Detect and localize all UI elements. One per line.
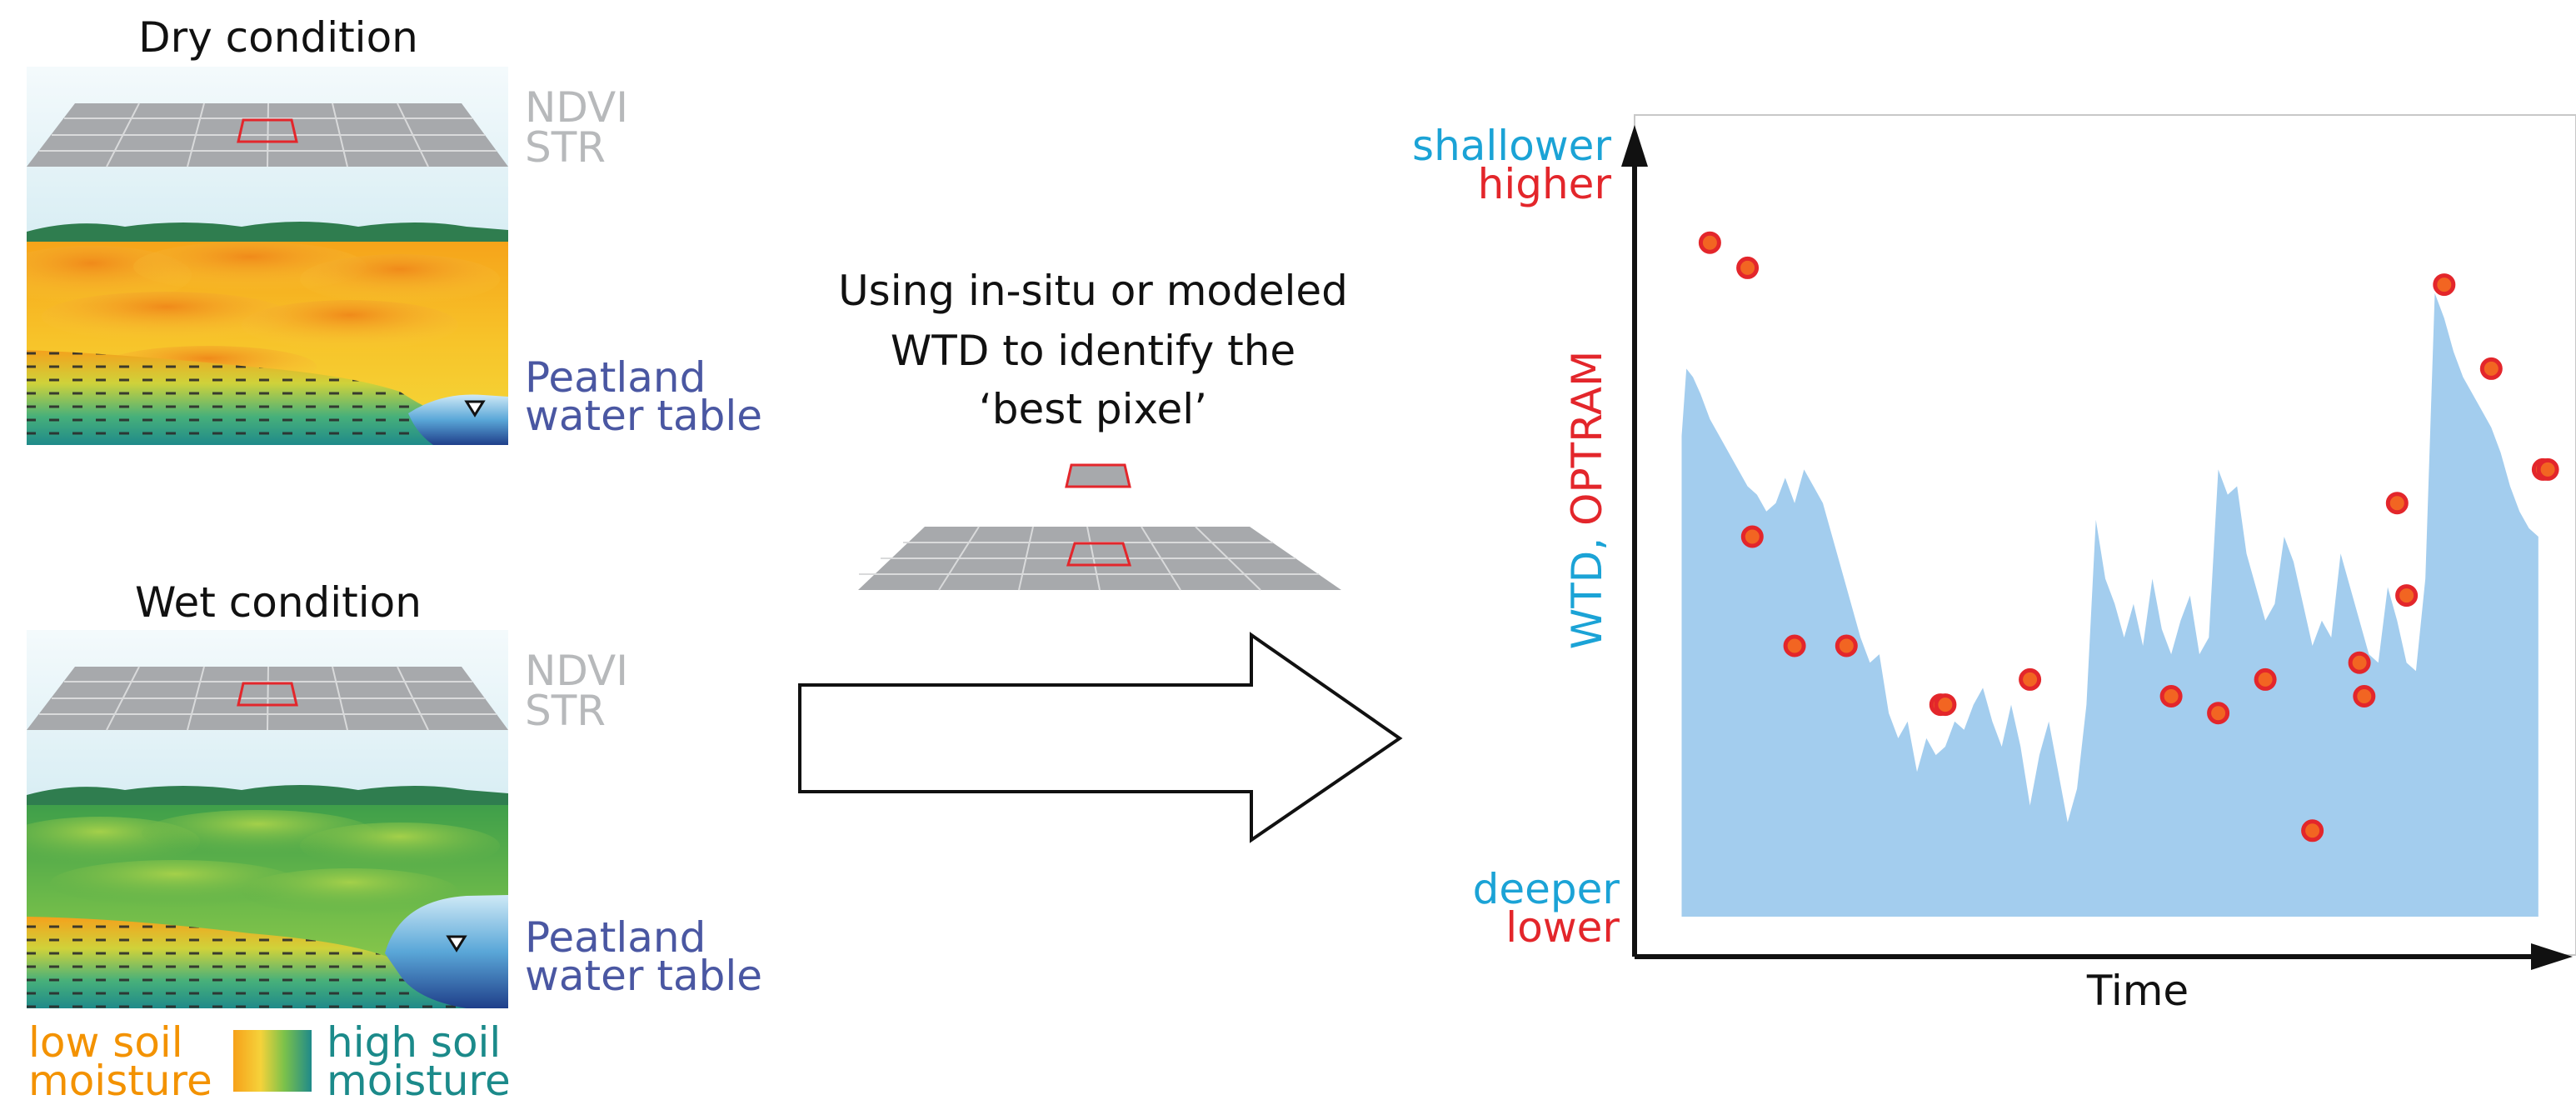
x-axis-label: Time <box>2086 967 2189 1015</box>
y-axis-label: WTD, OPTRAM <box>1563 351 1611 649</box>
best-pixel <box>1066 465 1130 487</box>
process-arrow <box>800 635 1400 840</box>
legend-low-label-2: moisture <box>28 1057 212 1105</box>
optram-point-8 <box>2021 670 2039 688</box>
y-bottom-label-2: lower <box>1505 903 1620 952</box>
optram-point-2 <box>1739 258 1757 277</box>
method-text-line-1: Using in-situ or modeled <box>838 267 1348 315</box>
optram-point-17 <box>2435 276 2454 294</box>
middle-grid-plane <box>858 527 1341 590</box>
dry-grid-plane <box>27 103 508 167</box>
method-text-line-3: ‘best pixel’ <box>979 385 1207 433</box>
wet-title: Wet condition <box>135 578 422 627</box>
optram-point-18 <box>2482 359 2500 378</box>
optram-point-16 <box>2398 587 2416 605</box>
optram-point-11 <box>2256 670 2274 688</box>
optram-point-4 <box>1785 637 1804 655</box>
optram-point-1 <box>1700 233 1719 252</box>
y-axis-label-wtd: WTD, <box>1563 538 1611 649</box>
dry-str-label: STR <box>525 123 606 172</box>
dry-water-table-label: water table <box>525 392 762 440</box>
optram-point-9 <box>2162 688 2180 706</box>
wet-str-label: STR <box>525 687 606 735</box>
y-axis-arrowhead <box>1621 125 1648 167</box>
optram-point-15 <box>2388 494 2406 512</box>
wtd-optram-chart: shallower higher deeper lower WTD,OPTRAM… <box>1412 115 2576 1015</box>
optram-point-12 <box>2304 822 2322 840</box>
method-text-line-2: WTD to identify the <box>891 327 1295 375</box>
optram-point-20 <box>2539 460 2557 478</box>
optram-point-13 <box>2350 653 2369 672</box>
y-top-label-2: higher <box>1478 160 1612 208</box>
x-axis-arrowhead <box>2531 943 2573 970</box>
optram-point-5 <box>1837 637 1855 655</box>
y-axis-label-optram: OPTRAM <box>1563 351 1611 526</box>
optram-point-3 <box>1743 528 1761 546</box>
legend-gradient <box>233 1030 312 1092</box>
optram-point-14 <box>2355 688 2374 706</box>
optram-point-10 <box>2209 704 2228 722</box>
optram-point-7 <box>1936 696 1954 714</box>
wet-grid-plane <box>27 667 508 730</box>
wet-water-table-label: water table <box>525 952 762 1000</box>
dry-title: Dry condition <box>138 13 418 62</box>
legend-high-label-2: moisture <box>327 1057 511 1105</box>
